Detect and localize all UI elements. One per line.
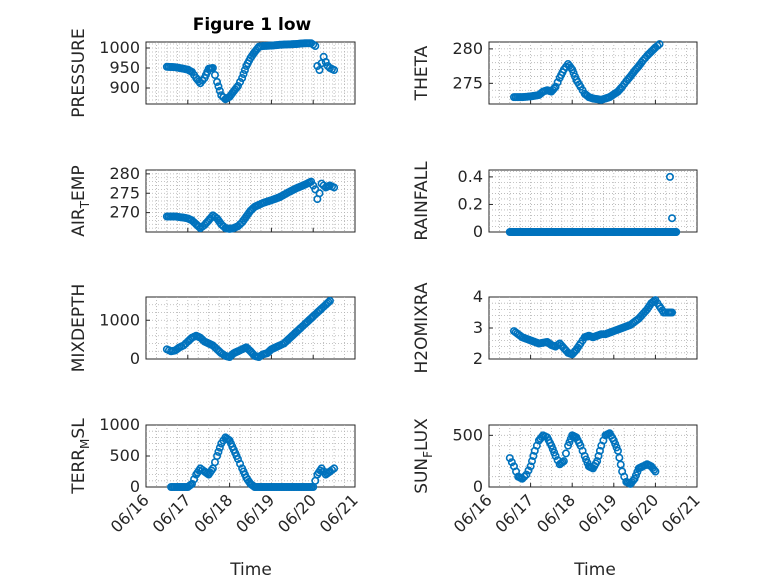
data-point (551, 82, 560, 91)
data-point (236, 78, 245, 87)
y-tick-label: 0 (473, 222, 483, 241)
data-point (330, 66, 339, 75)
data-point (213, 78, 222, 87)
figure-title: Figure 1 low (193, 15, 312, 35)
y-axis-label: AIRTEMP (69, 165, 92, 236)
y-tick-label: 1000 (99, 38, 140, 57)
data-point (524, 466, 533, 475)
y-axis-label: H2OMIXRA (412, 282, 432, 373)
data-point (194, 77, 203, 86)
data-point (668, 214, 677, 223)
data-point (522, 470, 531, 479)
data-point (330, 464, 339, 473)
data-point (239, 70, 248, 79)
y-axis-label: MIXDEPTH (69, 284, 89, 373)
data-point (650, 465, 659, 474)
y-axis-label: SUNFLUX (412, 418, 435, 494)
data-point (550, 84, 559, 93)
data-point (593, 457, 602, 466)
y-axis-label: TERRMSL (69, 418, 92, 495)
data-point (210, 71, 219, 80)
y-tick-label: 0.4 (458, 167, 483, 186)
data-point (507, 458, 516, 467)
data-point (315, 189, 324, 198)
data-point (668, 308, 677, 317)
data-point (307, 177, 316, 186)
data-point (505, 454, 514, 463)
y-tick-label: 275 (109, 183, 140, 202)
y-tick-label: 1000 (99, 415, 140, 434)
data-point (238, 74, 247, 83)
y-axis-label: RAINFALL (412, 161, 432, 241)
y-tick-label: 0 (473, 477, 483, 496)
y-tick-label: 2 (473, 349, 483, 368)
data-point (665, 172, 674, 181)
y-tick-label: 280 (109, 164, 140, 183)
data-point (311, 41, 320, 50)
data-point (594, 451, 603, 460)
y-axis-label: THETA (412, 45, 432, 101)
y-tick-label: 0 (130, 477, 140, 496)
data-point (232, 83, 241, 92)
data-point (655, 40, 664, 49)
y-tick-label: 500 (109, 446, 140, 465)
y-axis-label: PRESSURE (69, 28, 89, 117)
x-axis-label-right: Time (573, 560, 616, 580)
data-point (520, 472, 529, 481)
y-tick-label: 900 (109, 78, 140, 97)
data-point (529, 451, 538, 460)
data-point (215, 86, 224, 95)
data-point (561, 449, 570, 458)
x-axis-label-left: Time (229, 560, 272, 580)
data-point (651, 467, 660, 476)
data-point (527, 457, 536, 466)
y-tick-label: 0.2 (458, 194, 483, 213)
data-point (321, 57, 330, 66)
data-point (240, 66, 249, 75)
y-tick-label: 270 (109, 203, 140, 222)
data-point (213, 451, 222, 460)
data-point (553, 78, 562, 87)
data-point (559, 457, 568, 466)
data-point (325, 296, 334, 305)
y-tick-label: 3 (473, 318, 483, 337)
y-tick-label: 0 (130, 349, 140, 368)
data-point (214, 82, 223, 91)
y-tick-label: 950 (109, 58, 140, 77)
data-point (214, 447, 223, 456)
data-point (551, 451, 560, 460)
data-point (518, 474, 527, 483)
data-point (315, 66, 324, 75)
data-point (309, 181, 318, 190)
data-point (233, 82, 242, 91)
data-point (537, 433, 546, 442)
data-point (671, 228, 680, 237)
data-point (526, 462, 535, 471)
data-point (595, 446, 604, 455)
y-tick-label: 1000 (99, 310, 140, 329)
data-point (324, 298, 333, 307)
y-tick-label: 280 (452, 39, 483, 58)
data-point (208, 64, 217, 73)
data-point (215, 443, 224, 452)
y-tick-label: 275 (452, 73, 483, 92)
y-tick-label: 4 (473, 287, 483, 306)
y-tick-label: 500 (452, 425, 483, 444)
data-point (330, 183, 339, 192)
